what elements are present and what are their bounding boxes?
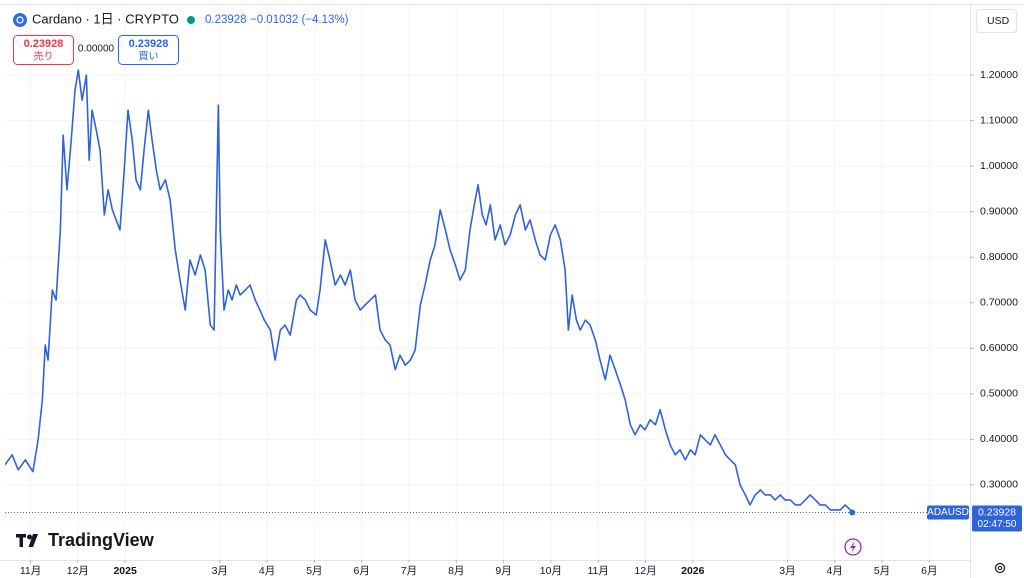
buy-label: 買い [139, 51, 159, 63]
y-tick-label: 0.30000 [980, 479, 1018, 491]
settings-button[interactable] [994, 562, 1006, 574]
y-tick-label: 0.90000 [980, 205, 1018, 217]
x-tick-label: 4月 [259, 565, 275, 577]
currency-button[interactable] [976, 9, 1017, 33]
last-point [849, 509, 856, 516]
x-tick-label: 11月 [20, 565, 41, 577]
x-tick-label: 4月 [827, 565, 843, 577]
y-tick-label: 0.50000 [980, 388, 1018, 400]
x-tick-label: 6月 [353, 565, 369, 577]
y-tick-label: 1.10000 [980, 114, 1018, 126]
brand-name: TradingView [48, 530, 155, 550]
x-tick-label: 10月 [540, 565, 562, 577]
spread: 0.00000 [78, 44, 115, 55]
x-tick-label: 12月 [67, 565, 89, 577]
sell-price: 0.23928 [24, 38, 64, 50]
countdown: 02:47:50 [978, 519, 1017, 530]
last-price-label: 0.23928 [978, 506, 1016, 518]
x-tick-label: 2026 [681, 565, 705, 577]
symbol-icon [13, 13, 27, 27]
header-price: 0.23928 [205, 14, 247, 26]
buy-button[interactable] [118, 35, 179, 65]
buy-price: 0.23928 [129, 38, 169, 50]
y-tick-label: 0.80000 [980, 251, 1018, 263]
header-change: −0.01032 (−4.13%) [250, 14, 349, 26]
y-tick-label: 0.40000 [980, 433, 1018, 445]
last-price-badge [972, 505, 1022, 532]
x-tick-label: 3月 [779, 565, 795, 577]
x-tick-label: 12月 [634, 565, 656, 577]
x-tick-label: 3月 [212, 565, 228, 577]
y-tick-label: 1.20000 [980, 69, 1018, 81]
y-tick-label: 0.60000 [980, 342, 1018, 354]
x-tick-label: 11月 [587, 565, 608, 577]
x-tick-label: 6月 [921, 565, 937, 577]
series-name: ADAUSD [927, 507, 969, 518]
price-line [5, 69, 853, 513]
x-tick-label: 5月 [306, 565, 322, 577]
sell-label: 売り [34, 50, 54, 63]
x-tick-label: 7月 [401, 565, 417, 577]
y-tick-label: 0.70000 [980, 297, 1018, 309]
x-tick-label: 9月 [495, 565, 511, 577]
series-name-badge [927, 505, 969, 520]
currency: USD [987, 15, 1010, 27]
x-tick-label: 8月 [448, 565, 464, 577]
sell-button[interactable] [13, 35, 74, 65]
market-status-dot [187, 16, 195, 24]
y-tick-label: 1.00000 [980, 160, 1018, 172]
x-tick-label: 2025 [113, 565, 137, 577]
settings-icon [997, 565, 1003, 571]
brand-logo [16, 534, 38, 547]
plot-area [5, 69, 970, 516]
symbol-title[interactable]: Cardano · 1日 · CRYPTO [32, 11, 179, 26]
symbol-icon-inner [16, 16, 24, 24]
x-tick-label: 5月 [874, 565, 890, 577]
lightning-icon [850, 541, 856, 553]
